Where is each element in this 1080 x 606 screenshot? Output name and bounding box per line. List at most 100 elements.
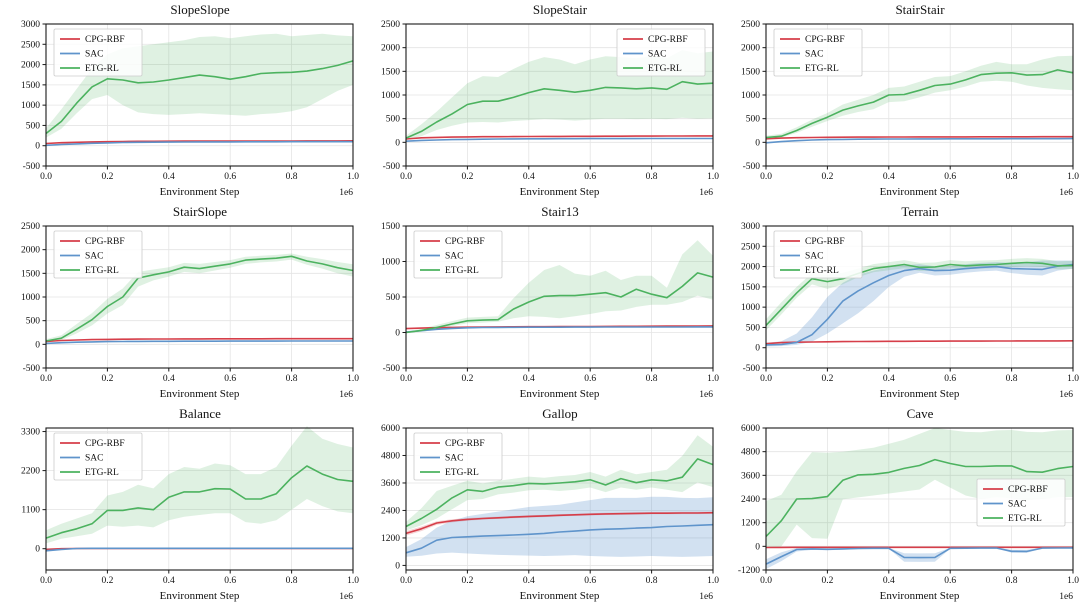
svg-text:-500: -500 [23,364,41,374]
svg-text:0.4: 0.4 [523,576,535,586]
subplot-terrain: Terrain 0.0 0.2 0.4 0.6 0.8 1.0 -500 0 500 1000 15… [720,202,1080,404]
svg-text:1.0: 1.0 [707,576,719,586]
svg-text:1000: 1000 [741,303,760,313]
svg-text:0.8: 0.8 [646,172,658,182]
svg-text:0: 0 [395,329,400,339]
svg-text:1.0: 1.0 [707,374,719,384]
svg-text:1000: 1000 [741,91,760,101]
svg-text:-1200: -1200 [738,566,760,576]
svg-text:0: 0 [35,545,40,555]
svg-text:0.8: 0.8 [286,172,298,182]
svg-text:0.4: 0.4 [163,576,175,586]
svg-text:0.8: 0.8 [1006,576,1018,586]
svg-text:0.4: 0.4 [883,576,895,586]
svg-text:ETG-RL: ETG-RL [805,64,839,74]
svg-text:-500: -500 [743,364,761,374]
svg-text:0: 0 [755,344,760,354]
subplot-slopeslope: SlopeSlope 0.0 0.2 0.4 0.6 0.8 1.0 -500 0 500 100… [0,0,360,202]
svg-text:1.0: 1.0 [1067,374,1079,384]
svg-text:0.8: 0.8 [646,576,658,586]
svg-text:1e6: 1e6 [699,188,713,198]
svg-text:Environment Step: Environment Step [880,388,960,400]
svg-text:SAC: SAC [805,252,823,262]
svg-text:Environment Step: Environment Step [520,388,600,400]
svg-text:1.0: 1.0 [347,172,359,182]
svg-text:0.4: 0.4 [163,172,175,182]
svg-text:1000: 1000 [21,101,40,111]
subplot-balance: Balance 0.0 0.2 0.4 0.6 0.8 1.0 0 1100 2200 3300 E… [0,404,360,606]
svg-text:2500: 2500 [21,222,40,232]
svg-text:Environment Step: Environment Step [160,388,240,400]
svg-text:1200: 1200 [741,519,760,529]
svg-text:1e6: 1e6 [339,592,353,602]
subplot-gallop: Gallop 0.0 0.2 0.4 0.6 0.8 1.0 0 1200 2400 3600 48… [360,404,720,606]
svg-text:500: 500 [26,317,41,327]
svg-text:0.4: 0.4 [523,172,535,182]
svg-text:1.0: 1.0 [1067,172,1079,182]
svg-text:1500: 1500 [741,283,760,293]
svg-text:0.0: 0.0 [760,576,772,586]
svg-text:ETG-RL: ETG-RL [85,64,119,74]
svg-text:0.2: 0.2 [821,374,833,384]
svg-text:1500: 1500 [381,67,400,77]
svg-text:2500: 2500 [381,20,400,30]
svg-text:0: 0 [395,561,400,571]
svg-text:0: 0 [35,340,40,350]
svg-text:1100: 1100 [21,506,40,516]
svg-text:2200: 2200 [21,467,40,477]
svg-text:0: 0 [755,542,760,552]
chart-title: SlopeStair [533,2,588,17]
svg-text:1e6: 1e6 [339,188,353,198]
svg-text:2400: 2400 [381,506,400,516]
svg-text:ETG-RL: ETG-RL [445,468,479,478]
chart-plot-area: Terrain 0.0 0.2 0.4 0.6 0.8 1.0 -500 0 500 1000 15… [741,204,1079,400]
svg-text:SAC: SAC [648,50,666,60]
svg-text:0.0: 0.0 [40,172,52,182]
chart-title: Stair13 [541,204,579,219]
svg-text:0.2: 0.2 [461,374,473,384]
svg-text:3000: 3000 [741,222,760,232]
svg-text:3600: 3600 [381,479,400,489]
svg-text:2000: 2000 [741,263,760,273]
svg-text:1.0: 1.0 [707,172,719,182]
svg-text:0: 0 [35,142,40,152]
svg-text:1000: 1000 [381,91,400,101]
svg-text:2500: 2500 [741,20,760,30]
svg-text:CPG-RBF: CPG-RBF [1008,485,1048,495]
svg-text:1500: 1500 [21,81,40,91]
svg-text:1.0: 1.0 [347,576,359,586]
svg-text:0.6: 0.6 [224,172,236,182]
svg-text:0.8: 0.8 [286,374,298,384]
svg-text:0.6: 0.6 [224,374,236,384]
svg-text:0.8: 0.8 [646,374,658,384]
svg-text:2500: 2500 [21,40,40,50]
svg-text:0.4: 0.4 [523,374,535,384]
svg-text:1.0: 1.0 [1067,576,1079,586]
svg-text:0.6: 0.6 [584,172,596,182]
svg-text:0.6: 0.6 [944,374,956,384]
svg-text:0: 0 [395,138,400,148]
chart-title: Terrain [901,204,939,219]
subplot-cave: Cave 0.0 0.2 0.4 0.6 0.8 1.0 -1200 0 1200 2400 360… [720,404,1080,606]
svg-text:Environment Step: Environment Step [880,590,960,602]
svg-text:0.6: 0.6 [584,374,596,384]
svg-text:0: 0 [755,138,760,148]
svg-text:-500: -500 [23,162,41,172]
svg-text:500: 500 [386,115,401,125]
svg-text:ETG-RL: ETG-RL [805,266,839,276]
svg-text:Environment Step: Environment Step [520,186,600,198]
svg-text:1500: 1500 [381,222,400,232]
svg-text:SAC: SAC [1008,500,1026,510]
svg-text:2500: 2500 [741,242,760,252]
svg-text:0.0: 0.0 [400,374,412,384]
svg-text:3600: 3600 [741,471,760,481]
svg-text:CPG-RBF: CPG-RBF [648,35,688,45]
svg-text:500: 500 [746,115,761,125]
svg-text:1200: 1200 [381,534,400,544]
chart-plot-area: Balance 0.0 0.2 0.4 0.6 0.8 1.0 0 1100 2200 3300 E… [21,406,359,602]
svg-text:2000: 2000 [741,44,760,54]
svg-text:0.2: 0.2 [101,374,113,384]
svg-text:0.8: 0.8 [1006,172,1018,182]
subplot-stairslope: StairSlope 0.0 0.2 0.4 0.6 0.8 1.0 -500 0 500 100… [0,202,360,404]
svg-text:0.0: 0.0 [760,172,772,182]
